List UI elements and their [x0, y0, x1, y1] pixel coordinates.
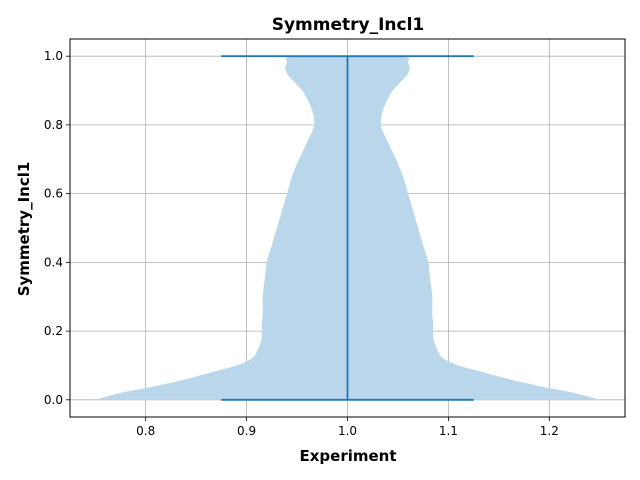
y-axis-title: Symmetry_Incl1	[15, 162, 33, 297]
x-tick-label: 1.0	[338, 424, 357, 438]
x-tick-label: 0.9	[237, 424, 256, 438]
y-tick-label: 0.0	[44, 393, 63, 407]
y-tick-label: 0.8	[44, 118, 63, 132]
y-tick-label: 0.2	[44, 324, 63, 338]
chart-title: Symmetry_Incl1	[272, 15, 425, 35]
x-tick-label: 1.1	[439, 424, 458, 438]
y-tick-label: 0.4	[44, 255, 63, 269]
x-tick-label: 0.8	[136, 424, 155, 438]
x-axis-title: Experiment	[299, 447, 396, 465]
y-tick-label: 0.6	[44, 187, 63, 201]
violin-lines-group	[221, 55, 474, 401]
axis-ticks: 0.8 0.9 1.0 1.1 1.2 0.0 0.2 0.4 0.6 0.8 1.0	[44, 49, 559, 438]
x-tick-label: 1.2	[540, 424, 559, 438]
y-tick-label: 1.0	[44, 49, 63, 63]
